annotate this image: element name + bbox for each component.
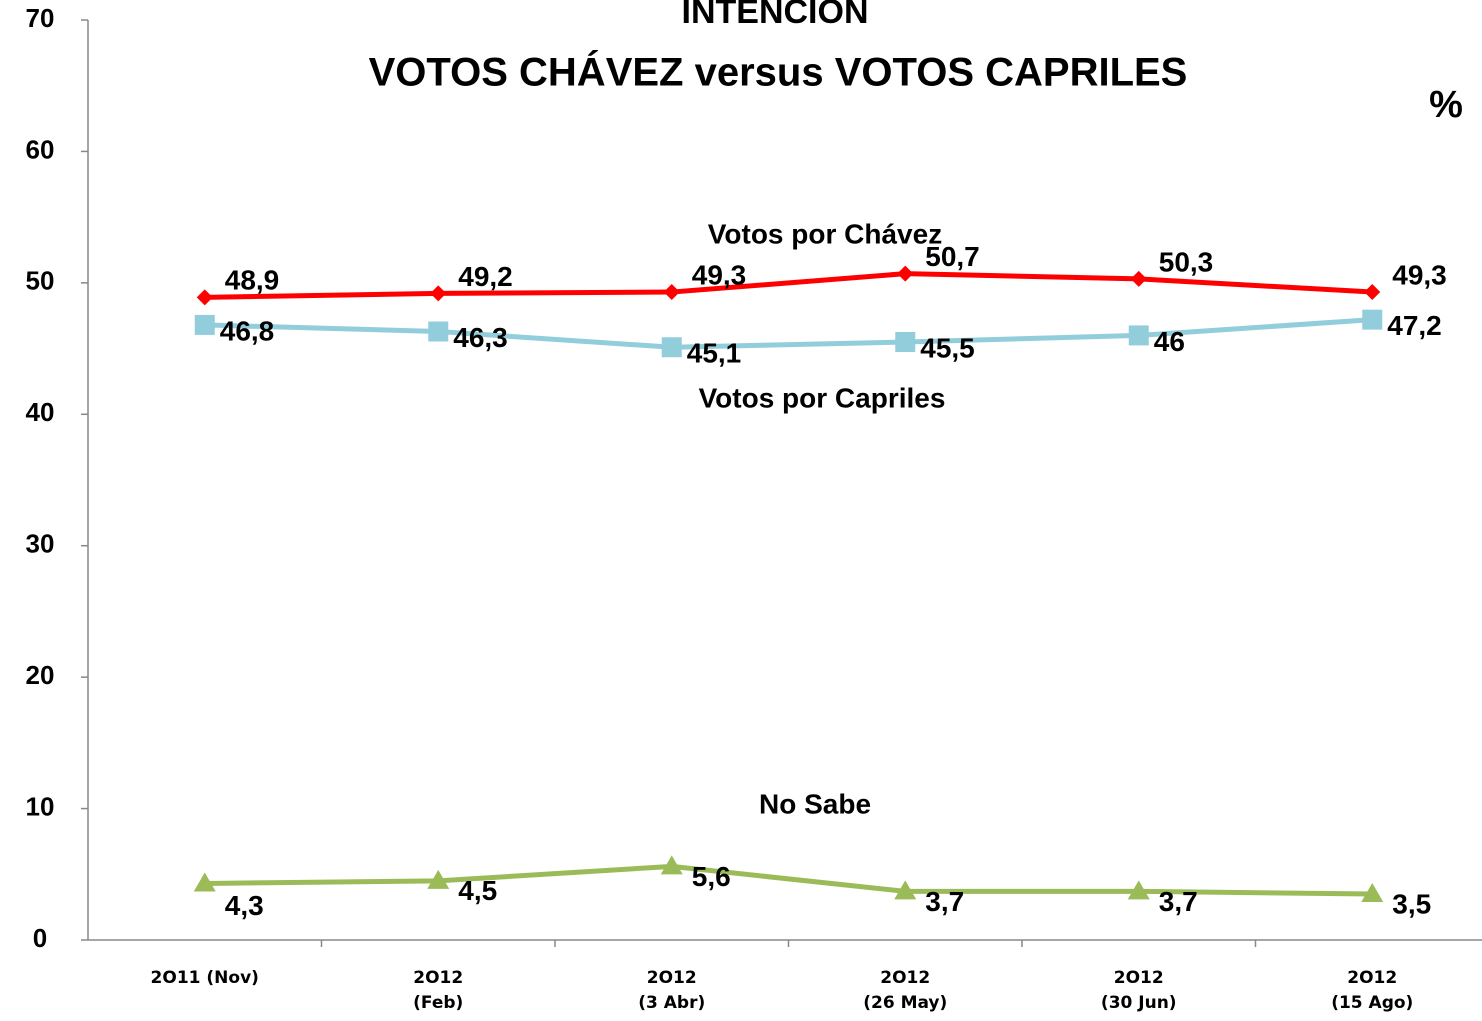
data-label: 46: [1154, 326, 1185, 357]
plot: INTENCION VOTOS CHÁVEZ versus VOTOS CAPR…: [0, 0, 1482, 1021]
chart-subtitle: VOTOS CHÁVEZ versus VOTOS CAPRILES: [369, 50, 1188, 95]
series-line: [205, 320, 1373, 348]
marker: [195, 315, 215, 335]
data-label: 5,6: [692, 861, 731, 892]
series-label: Votos por Chávez: [708, 218, 942, 249]
data-label: 47,2: [1387, 310, 1442, 341]
data-label: 49,2: [458, 261, 513, 292]
y-tick-label: 30: [26, 529, 55, 559]
x-tick-label: 2O12 (15 Ago): [1272, 966, 1472, 1016]
data-label: 4,3: [225, 890, 264, 921]
marker: [664, 284, 680, 300]
chart: INTENCION VOTOS CHÁVEZ versus VOTOS CAPR…: [0, 0, 1482, 1021]
data-label: 49,3: [692, 259, 747, 290]
data-label: 3,5: [1392, 888, 1431, 919]
marker: [1131, 271, 1147, 287]
y-tick-label: 10: [26, 791, 55, 821]
x-tick-label: 2O12 (26 May): [805, 966, 1005, 1016]
data-label: 4,5: [458, 875, 497, 906]
marker: [1129, 325, 1149, 345]
marker: [1364, 284, 1380, 300]
y-tick-label: 50: [26, 266, 55, 296]
data-label: 3,7: [1159, 886, 1198, 917]
data-label: 45,1: [687, 338, 742, 369]
data-label: 48,9: [225, 265, 280, 296]
x-tick-label: 2O12 (30 Jun): [1039, 966, 1239, 1016]
unit-label: %: [1429, 84, 1463, 126]
data-label: 49,3: [1392, 259, 1447, 290]
x-tick-label: 2O12 (3 Abr): [572, 966, 772, 1016]
data-label: 3,7: [925, 886, 964, 917]
y-tick-label: 70: [26, 3, 55, 33]
series-label: No Sabe: [759, 788, 871, 819]
marker: [430, 285, 446, 301]
data-label: 46,3: [453, 322, 508, 353]
data-label: 50,3: [1159, 246, 1214, 277]
x-tick-label: 2O11 (Nov): [105, 966, 305, 991]
y-tick-label: 40: [26, 397, 55, 427]
data-label: 45,5: [920, 332, 975, 363]
y-tick-label: 60: [26, 134, 55, 164]
marker: [897, 266, 913, 282]
y-tick-label: 0: [33, 923, 47, 953]
series-label: Votos por Capriles: [699, 382, 946, 413]
marker: [662, 337, 682, 357]
chart-title: INTENCION: [682, 0, 869, 31]
data-label: 46,8: [220, 315, 275, 346]
marker: [197, 289, 213, 305]
marker: [1362, 310, 1382, 330]
y-tick-label: 20: [26, 660, 55, 690]
x-tick-label: 2O12 (Feb): [338, 966, 538, 1016]
marker: [895, 332, 915, 352]
marker: [428, 321, 448, 341]
